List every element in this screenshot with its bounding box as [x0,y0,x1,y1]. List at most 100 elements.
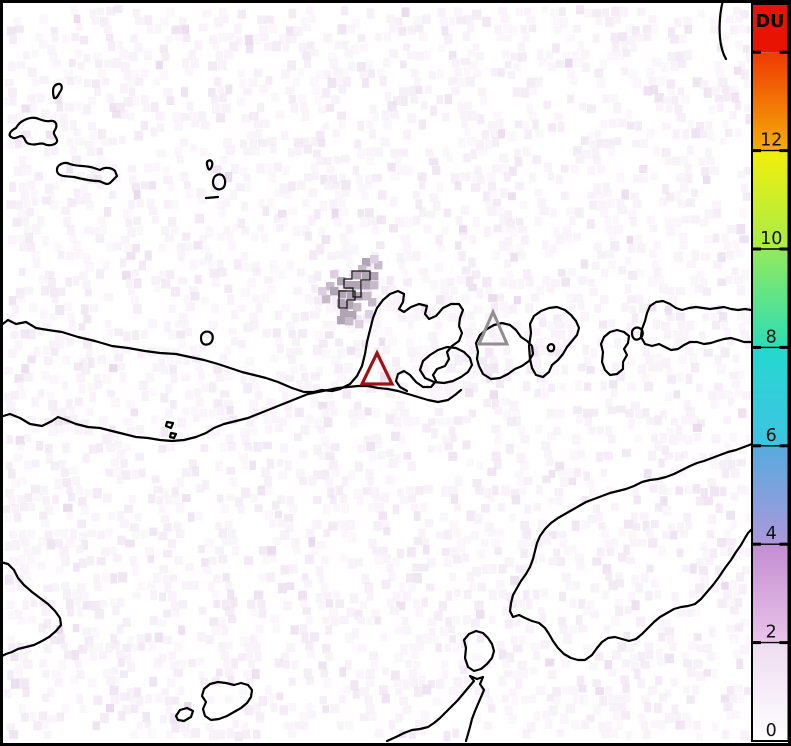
so2-noise-cell [226,728,235,739]
so2-noise-cell [539,318,547,327]
so2-noise-cell [740,10,749,19]
so2-noise-cell [572,25,582,33]
so2-noise-cell [738,584,747,595]
so2-noise-cell [334,41,342,50]
so2-noise-cell [415,51,424,61]
so2-noise-cell [582,643,592,654]
so2-noise-cell [602,182,611,192]
so2-noise-cell [449,572,457,582]
so2-noise-cell [356,617,365,625]
so2-noise-cell [190,58,199,68]
so2-noise-cell [630,44,637,52]
so2-noise-cell [132,529,140,540]
so2-noise-cell [208,557,217,565]
so2-noise-cell [468,235,477,245]
so2-noise-cell [442,146,450,157]
so2-noise-cell [7,611,15,620]
so2-noise-cell [190,580,199,590]
so2-noise-cell [498,589,508,599]
so2-noise-cell [153,485,163,494]
so2-noise-cell [669,643,677,652]
so2-noise-cell [460,666,468,675]
so2-noise-cell [721,581,729,590]
so2-noise-cell [100,224,108,235]
so2-noise-cell [325,477,334,487]
so2-noise-cell [593,242,602,252]
so2-noise-cell [266,458,275,469]
so2-noise-cell [656,623,665,632]
so2-plume-cell [353,303,362,312]
so2-noise-cell [318,401,328,410]
so2-noise-cell [424,719,432,729]
so2-noise-cell [257,15,267,25]
so2-noise-cell [356,496,364,507]
so2-noise-cell [731,92,740,103]
so2-noise-cell [501,398,511,406]
so2-noise-cell [467,137,477,146]
so2-noise-cell [514,470,524,479]
so2-noise-cell [331,95,340,104]
so2-noise-cell [474,165,482,175]
so2-noise-cell [522,528,532,539]
so2-noise-cell [734,275,744,285]
so2-noise-cell [483,226,492,238]
so2-noise-cell [522,32,531,42]
colorbar-segment [752,52,789,151]
so2-noise-cell [257,224,264,232]
so2-noise-cell [112,606,120,616]
so2-noise-cell [524,7,532,16]
so2-plume-cell [340,309,349,318]
so2-noise-cell [643,729,651,740]
so2-noise-cell [375,33,382,42]
so2-noise-cell [604,538,614,548]
so2-noise-cell [590,408,599,417]
so2-noise-cell [226,466,236,475]
so2-noise-cell [372,546,381,555]
colorbar-tick-label: 6 [766,426,777,446]
so2-noise-cell [109,364,118,373]
so2-noise-cell [545,658,555,667]
so2-noise-cell [472,479,482,487]
so2-noise-cell [27,67,37,77]
so2-noise-cell [605,250,615,259]
so2-noise-cell [74,75,82,85]
so2-noise-cell [166,443,175,452]
so2-noise-cell [58,460,67,469]
so2-noise-cell [131,269,140,277]
so2-plume-cluster [318,255,383,329]
so2-noise-cell [63,69,73,79]
so2-noise-cell [726,510,735,520]
so2-noise-cell [457,102,467,113]
so2-noise-cell [163,523,172,532]
so2-noise-cell [230,597,238,608]
so2-noise-cell [157,619,167,627]
so2-noise-cell [571,520,580,532]
so2-noise-cell [311,171,319,181]
so2-plume-cell [353,281,362,290]
so2-noise-cell [561,164,569,173]
so2-noise-cell [361,573,370,585]
so2-noise-cell [335,485,344,496]
so2-noise-cell [745,52,754,63]
so2-noise-cell [241,114,251,123]
so2-noise-cell [35,441,44,451]
so2-noise-cell [709,16,717,25]
so2-noise-cell [459,110,469,119]
so2-noise-cell [705,643,712,653]
so2-noise-cell [274,162,282,172]
so2-noise-cell [131,704,139,713]
so2-noise-cell [448,687,458,696]
so2-noise-cell [532,353,542,364]
so2-noise-cell [623,631,631,642]
so2-noise-cell [338,695,346,704]
so2-noise-cell [382,58,390,68]
so2-noise-cell [630,217,637,227]
colorbar-tick-label: 2 [766,623,777,643]
so2-noise-cell [613,710,623,721]
so2-noise-cell [84,489,93,498]
so2-noise-cell [455,216,463,226]
so2-noise-cell [667,374,676,384]
so2-noise-cell [441,26,449,36]
so2-noise-cell [581,136,589,145]
so2-noise-cell [134,452,145,461]
